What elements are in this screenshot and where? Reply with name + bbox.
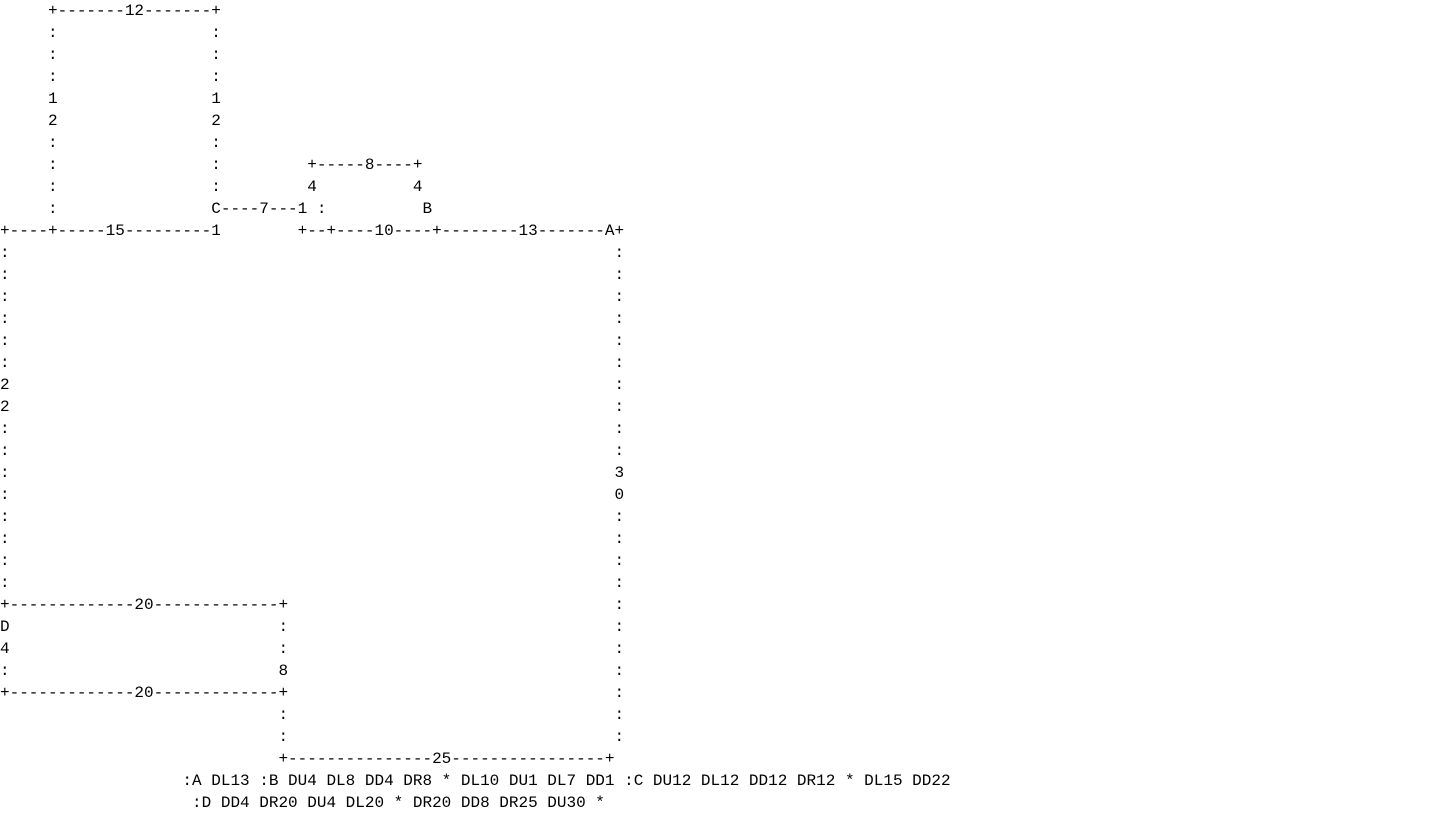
diagram-row: : : [0,574,625,592]
diagram-row: +---------------25----------------+ [0,750,615,768]
diagram-row: +-------------20-------------+ : [0,596,625,614]
diagram-row: : : [0,552,625,570]
path-code-line: :A DL13 :B DU4 DL8 DD4 DR8 * DL10 DU1 DL… [0,772,951,790]
diagram-row: : : [0,310,625,328]
diagram-row: : : [0,728,625,746]
diagram-row: +-------------20-------------+ : [0,684,625,702]
diagram-row: : : [0,442,625,460]
diagram-row: : : [0,706,625,724]
diagram-row: : : [0,508,625,526]
diagram-row: +----+-----15---------1 +--+----10----+-… [0,222,625,240]
diagram-row: : : [0,134,221,152]
diagram-row: : : [0,288,625,306]
diagram-row: 2 : [0,376,625,394]
diagram-row: : 3 [0,464,625,482]
diagram-row: : : 4 4 [0,178,423,196]
diagram-row: 1 1 [0,90,221,108]
diagram-row: : : [0,24,221,42]
diagram-row: : 8 : [0,662,625,680]
diagram-row: 2 : [0,398,625,416]
diagram-row: : : [0,68,221,86]
diagram-row: +-------12-------+ [0,2,221,20]
diagram-row: : C----7---1 : B [0,200,433,218]
diagram-row: 2 2 [0,112,221,130]
diagram-row: : : [0,46,221,64]
diagram-row: : : [0,354,625,372]
diagram-row: : : +-----8----+ [0,156,423,174]
diagram-row: : : [0,530,625,548]
diagram-row: : 0 [0,486,625,504]
diagram-row: : : [0,332,625,350]
path-code-line: :D DD4 DR20 DU4 DL20 * DR20 DD8 DR25 DU3… [0,794,605,812]
diagram-row: : : [0,420,625,438]
diagram-row: 4 : : [0,640,625,658]
diagram-row: : : [0,266,625,284]
diagram-row: : : [0,244,625,262]
diagram-row: D : : [0,618,625,636]
